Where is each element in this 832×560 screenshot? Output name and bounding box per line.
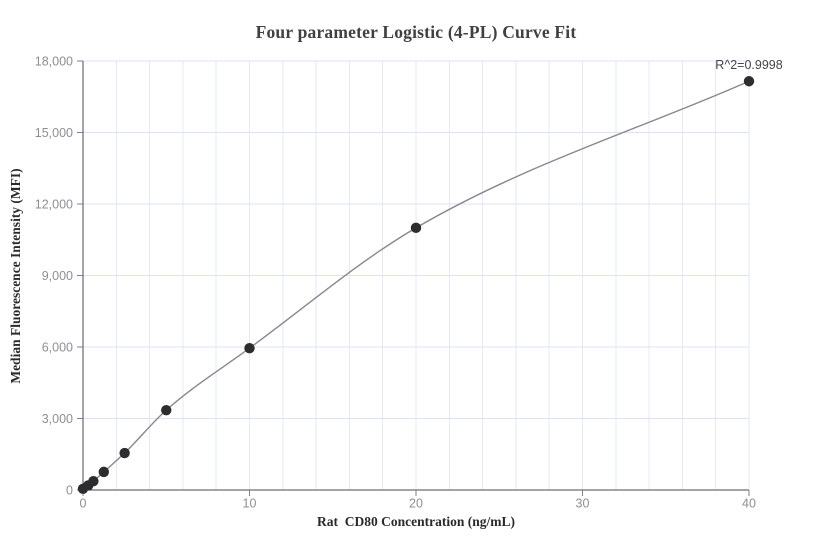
y-tick-label: 15,000	[35, 126, 73, 140]
data-point	[161, 404, 172, 416]
data-point	[743, 76, 755, 87]
y-tick-label: 9,000	[42, 269, 73, 283]
x-tick-label: 0	[80, 497, 87, 511]
x-axis-title: Rat CD80 Concentration (ng/mL)	[317, 514, 515, 529]
data-point	[244, 342, 255, 354]
x-tick-label: 20	[409, 497, 423, 511]
data-point	[119, 447, 130, 459]
x-tick-label: 30	[576, 497, 590, 511]
chart-title: Four parameter Logistic (4-PL) Curve Fit	[255, 22, 577, 42]
y-tick-label: 18,000	[35, 55, 73, 69]
y-tick-label: 12,000	[35, 198, 73, 212]
data-point	[88, 475, 99, 487]
y-tick-label: 6,000	[42, 341, 73, 355]
data-point	[410, 222, 422, 234]
y-tick-label: 3,000	[42, 412, 73, 426]
x-tick-label: 10	[243, 497, 257, 511]
x-tick-label: 40	[742, 497, 756, 511]
data-point	[98, 466, 110, 478]
r-squared-annotation: R^2=0.9998	[715, 58, 783, 72]
y-tick-label: 0	[66, 484, 73, 498]
